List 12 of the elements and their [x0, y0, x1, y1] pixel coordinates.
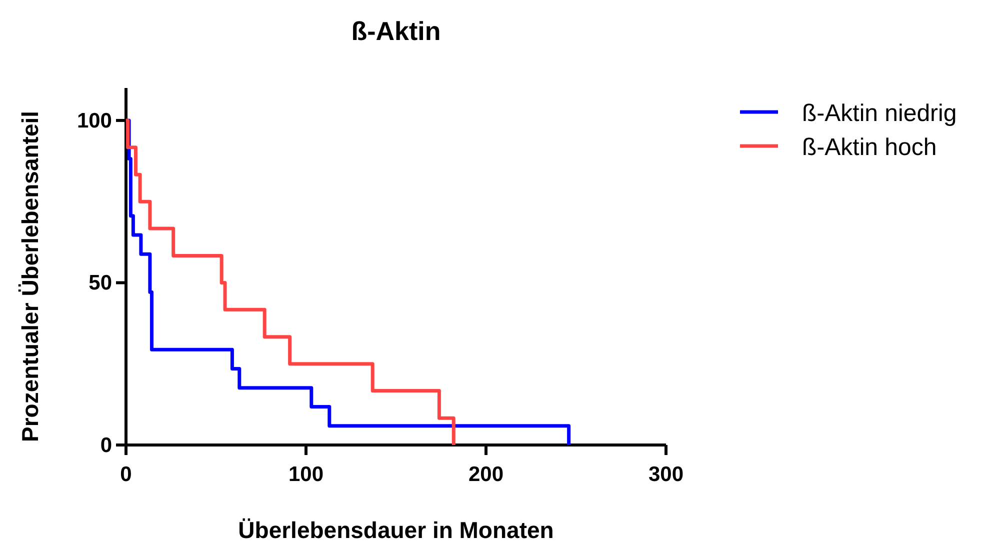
chart-title: ß-Aktin: [351, 16, 441, 46]
legend-label: ß-Aktin niedrig: [802, 100, 957, 127]
y-axis-title: Prozentualer Überlebensanteil: [17, 110, 43, 442]
x-tick-label: 0: [120, 463, 132, 486]
x-tick-label: 100: [288, 463, 324, 486]
x-tick-label: 300: [648, 463, 684, 486]
y-tick-label: 0: [100, 434, 112, 457]
x-axis-title: Überlebensdauer in Monaten: [238, 517, 554, 543]
x-tick-label: 200: [468, 463, 504, 486]
y-tick-label: 50: [88, 272, 112, 295]
legend-label: ß-Aktin hoch: [802, 134, 937, 161]
y-tick-label: 100: [76, 109, 112, 132]
